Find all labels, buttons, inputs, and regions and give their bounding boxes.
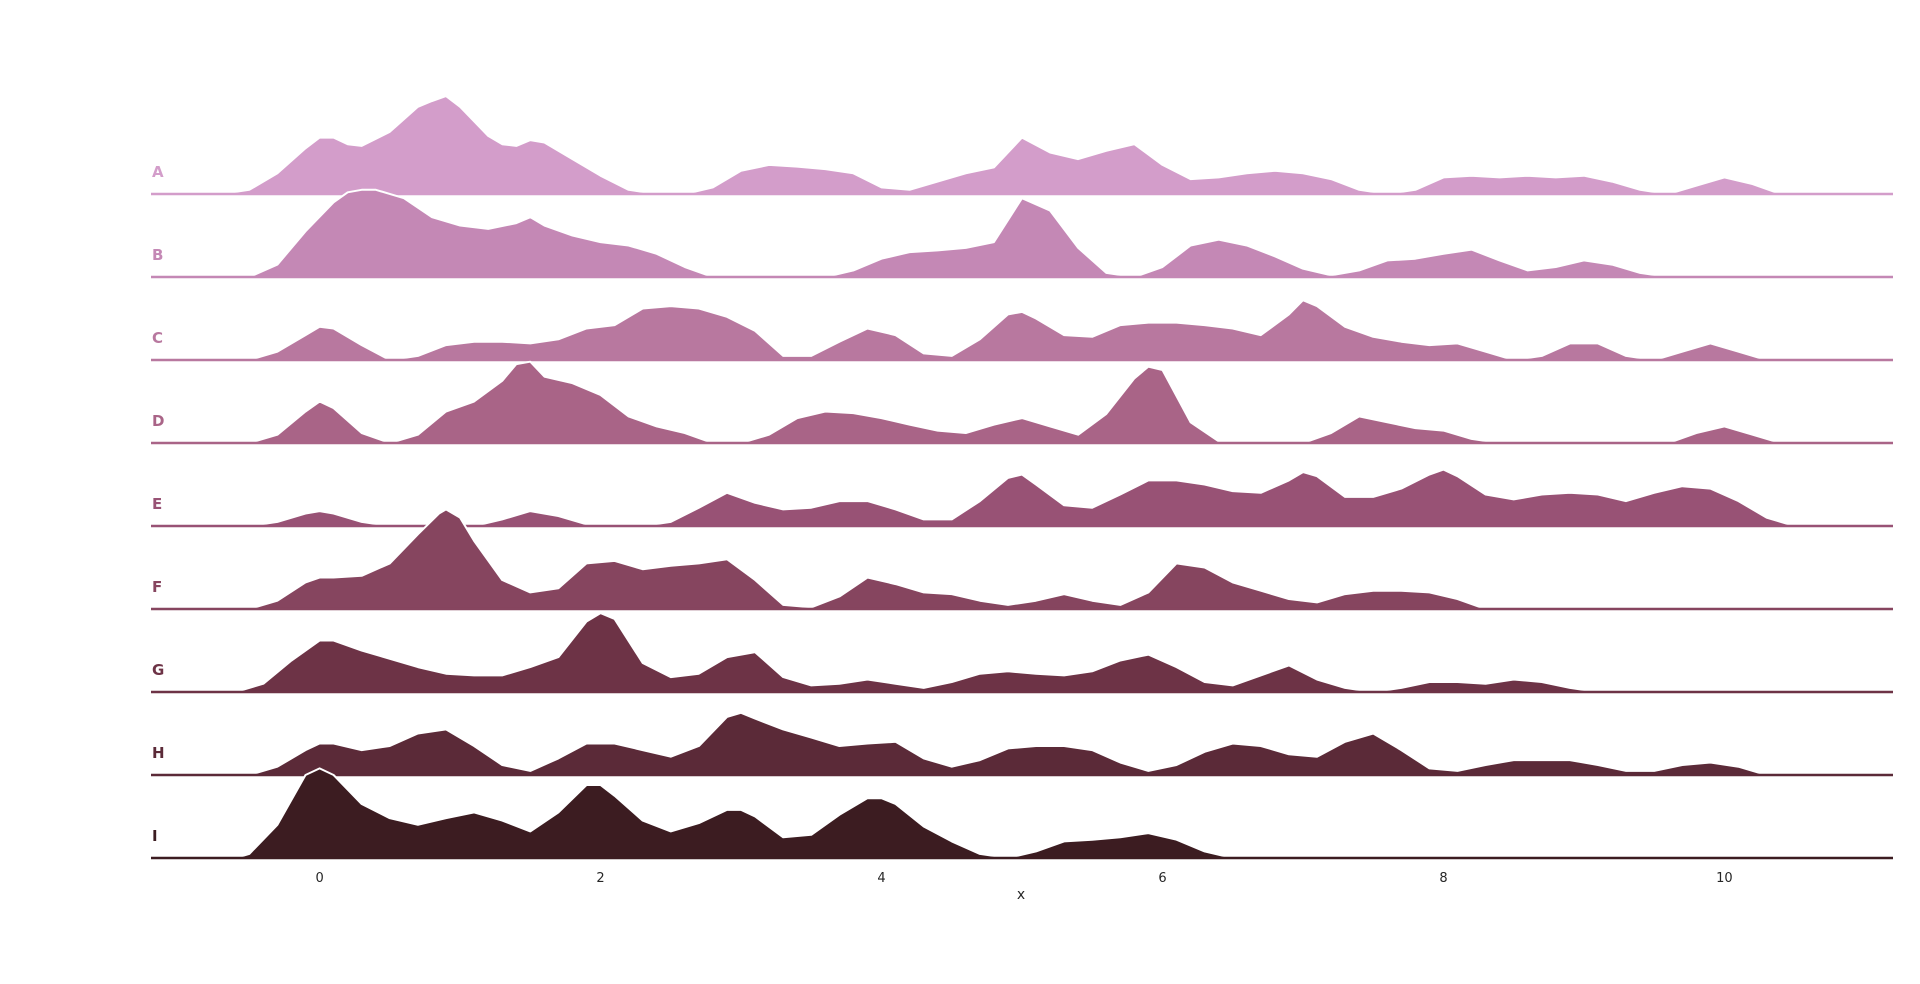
ridge-outline-I xyxy=(151,767,1893,859)
ridge-B: B xyxy=(151,188,1893,279)
ridge-G: G xyxy=(151,612,1893,694)
x-tick-label: 10 xyxy=(1716,871,1733,886)
x-tick-label: 2 xyxy=(596,871,604,886)
ridge-series-group: A B C D E F G H I xyxy=(151,95,1893,860)
ridge-area-B xyxy=(151,189,1893,277)
ridge-I: I xyxy=(151,767,1893,860)
ridge-area-H xyxy=(151,712,1893,775)
ridge-area-F xyxy=(151,509,1893,609)
ridge-outline-A xyxy=(151,95,1893,195)
ridge-label-A: A xyxy=(152,163,164,181)
ridge-outline-B xyxy=(151,188,1893,278)
x-tick-label: 4 xyxy=(877,871,885,886)
ridge-outline-G xyxy=(151,612,1893,693)
x-axis-label: x xyxy=(1017,887,1025,903)
ridge-label-B: B xyxy=(152,246,163,264)
ridge-F: F xyxy=(151,508,1893,611)
ridge-label-H: H xyxy=(152,744,165,762)
x-tick-label: 6 xyxy=(1158,871,1166,886)
ridge-area-C xyxy=(151,300,1893,360)
ridge-label-D: D xyxy=(152,412,164,430)
ridge-E: E xyxy=(151,468,1893,528)
ridge-area-I xyxy=(151,768,1893,858)
ridge-area-G xyxy=(151,613,1893,692)
x-tick-label: 0 xyxy=(315,871,323,886)
ridge-area-E xyxy=(151,469,1893,526)
ridge-label-I: I xyxy=(152,827,158,845)
ridge-label-F: F xyxy=(152,578,162,596)
ridge-outline-H xyxy=(151,711,1893,776)
ridge-A: A xyxy=(151,95,1893,196)
x-axis: 0 2 4 6 8 10 xyxy=(315,871,1732,886)
ridge-area-A xyxy=(151,96,1893,194)
ridge-label-G: G xyxy=(152,661,164,679)
ridge-C: C xyxy=(151,299,1893,362)
ridge-outline-F xyxy=(151,508,1893,610)
ridge-label-C: C xyxy=(152,329,163,347)
ridge-H: H xyxy=(151,711,1893,777)
ridge-area-D xyxy=(151,361,1893,443)
x-tick-label: 8 xyxy=(1439,871,1447,886)
ridge-D: D xyxy=(151,360,1893,445)
ridge-label-E: E xyxy=(152,495,162,513)
